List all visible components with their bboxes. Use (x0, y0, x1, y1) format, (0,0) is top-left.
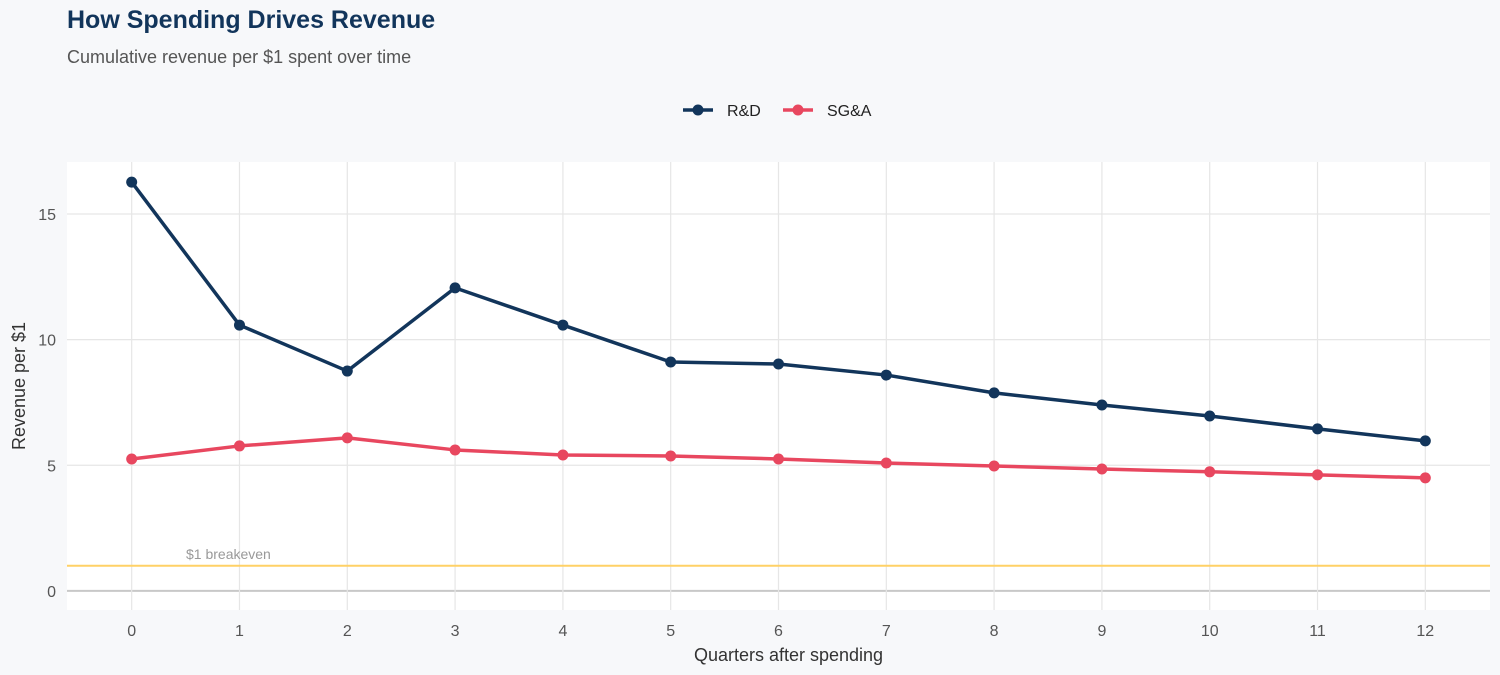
data-point (1312, 423, 1324, 435)
data-point (341, 432, 353, 444)
data-point (126, 176, 138, 188)
legend-swatch-point (792, 104, 804, 116)
data-point (880, 457, 892, 469)
data-point (1096, 463, 1108, 475)
data-point (233, 440, 245, 452)
data-point (773, 453, 784, 465)
x-tick-label: 8 (990, 623, 999, 640)
data-point (341, 365, 353, 377)
x-tick-label: 10 (1201, 623, 1219, 640)
x-tick-label: 1 (235, 623, 244, 640)
y-tick-label: 5 (47, 458, 56, 475)
y-tick-label: 10 (38, 333, 56, 350)
data-point (988, 460, 1000, 472)
data-point (880, 369, 892, 381)
data-point (449, 444, 461, 456)
y-tick-label: 0 (47, 584, 56, 601)
x-tick-label: 7 (882, 623, 891, 640)
data-point (557, 319, 569, 331)
x-tick-label: 9 (1097, 623, 1106, 640)
data-point (126, 453, 138, 465)
data-point (665, 356, 677, 368)
x-axis-label: Quarters after spending (694, 645, 883, 665)
legend-label: SG&A (827, 103, 872, 120)
x-tick-label: 12 (1416, 623, 1434, 640)
data-point (988, 387, 1000, 399)
x-tick-label: 5 (666, 623, 675, 640)
x-tick-label: 6 (774, 623, 783, 640)
chart-subtitle: Cumulative revenue per $1 spent over tim… (67, 47, 412, 67)
data-point (665, 450, 677, 462)
data-point (233, 319, 245, 331)
breakeven-label: $1 breakeven (186, 546, 271, 562)
data-point (449, 282, 461, 294)
data-point (1204, 466, 1216, 478)
x-tick-label: 0 (127, 623, 136, 640)
data-point (1096, 399, 1108, 411)
chart-title: How Spending Drives Revenue (67, 6, 436, 34)
data-point (1204, 410, 1216, 422)
data-point (773, 358, 784, 370)
legend-label: R&D (727, 103, 761, 120)
x-tick-label: 11 (1309, 623, 1326, 640)
data-point (557, 449, 569, 461)
y-axis-label: Revenue per $1 (9, 322, 29, 450)
data-point (1419, 472, 1431, 484)
x-tick-label: 4 (558, 623, 567, 640)
x-tick-label: 3 (451, 623, 460, 640)
data-point (1312, 469, 1324, 481)
x-tick-label: 2 (343, 623, 352, 640)
legend-swatch-point (692, 104, 704, 116)
data-point (1419, 435, 1431, 447)
y-tick-label: 15 (38, 207, 56, 224)
